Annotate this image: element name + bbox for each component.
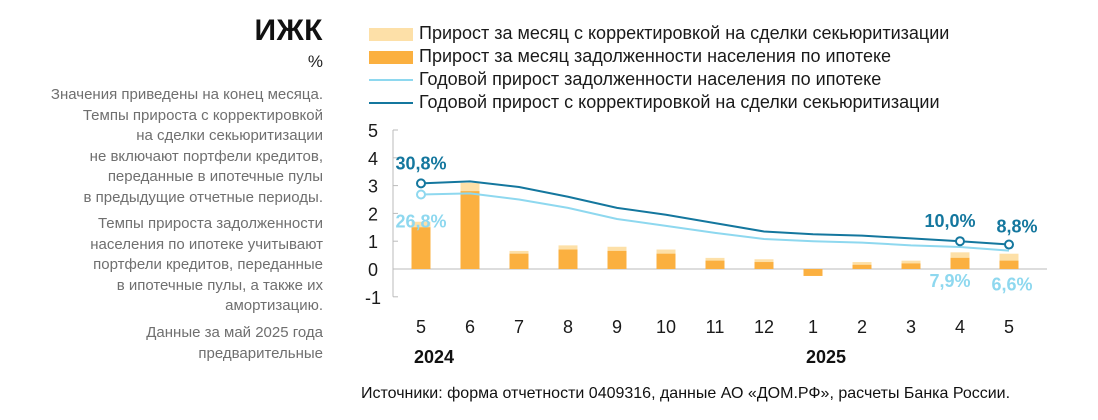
note-line: Темпы прироста задолженности — [97, 215, 323, 232]
bar-debt-monthly — [950, 257, 970, 269]
bar-debt-monthly — [509, 253, 529, 269]
bar-debt-monthly — [656, 253, 676, 269]
bar-debt-monthly — [803, 269, 823, 276]
legend-label: Годовой прирост с корректировкой на сдел… — [419, 92, 940, 112]
annotation-label: 7,9% — [929, 271, 970, 291]
note-line: портфели кредитов, переданные — [93, 256, 323, 273]
y-tick-label: 4 — [368, 149, 378, 169]
note-line: Темпы прироста с корректировкой — [82, 106, 323, 124]
bar-debt-monthly — [999, 260, 1019, 269]
bar-debt-monthly — [607, 250, 627, 269]
annotation-label: 10,0% — [924, 211, 975, 231]
source-note: Источники: форма отчетности 0409316, дан… — [361, 385, 1011, 402]
bar-debt-monthly — [754, 262, 774, 269]
chart-title: ИЖК — [254, 14, 323, 47]
bar-debt-monthly — [558, 249, 578, 269]
x-tick-label: 5 — [416, 317, 426, 337]
legend-label: Годовой прирост задолженности населения … — [419, 69, 882, 89]
note-line: на сделки секьюритизации — [136, 127, 323, 144]
y-tick-label: 1 — [368, 232, 378, 252]
y-tick-label: 3 — [368, 177, 378, 197]
note-block-1: Значения приведены на конец месяца. Темп… — [51, 85, 323, 208]
x-tick-label: 6 — [465, 317, 475, 337]
note-line: предварительные — [198, 344, 323, 362]
legend-swatch — [369, 51, 413, 64]
legend-label: Прирост за месяц задолженности населения… — [419, 46, 892, 66]
note-line: переданные в ипотечные пулы — [107, 168, 323, 185]
annotation-label: 6,6% — [991, 275, 1032, 295]
note-line: амортизацию. — [225, 297, 323, 314]
legend-swatch — [369, 28, 413, 41]
note-line: Значения приведены на конец месяца. — [50, 86, 323, 103]
note-line: в ипотечные пулы, а также их — [116, 276, 323, 294]
note-line: населения по ипотеке учитывают — [90, 235, 323, 253]
y-tick-label: 0 — [368, 260, 378, 280]
legend-swatch — [369, 79, 413, 81]
y-tick-label: 2 — [368, 204, 378, 224]
side-panel: ИЖК % Значения приведены на конец месяца… — [0, 0, 327, 420]
legend-swatch — [369, 102, 413, 104]
annotation-label: 30,8% — [395, 153, 446, 173]
marker-adjusted — [1004, 239, 1014, 250]
note-line: Данные за май 2025 года — [146, 324, 323, 341]
marker-annual — [416, 189, 426, 200]
x-tick-label: 11 — [706, 317, 725, 337]
x-tick-label: 5 — [1004, 317, 1014, 337]
x-tick-label: 3 — [906, 317, 916, 337]
year-label: 2024 — [414, 347, 454, 367]
bar-debt-monthly — [460, 191, 480, 269]
note-block-3: Данные за май 2025 года предварительные — [146, 323, 323, 364]
note-line: в предыдущие отчетные периоды. — [83, 188, 323, 206]
x-tick-label: 12 — [754, 317, 774, 337]
annotation-label: 8,8% — [996, 217, 1037, 237]
bar-debt-monthly — [705, 260, 725, 269]
line-annual-growth — [420, 192, 1010, 252]
x-tick-label: 7 — [514, 317, 524, 337]
legend-label: Прирост за месяц с корректировкой на сде… — [419, 23, 950, 43]
y-tick-label: 5 — [368, 121, 378, 141]
x-tick-label: 9 — [612, 317, 622, 337]
marker-adjusted — [416, 178, 426, 189]
x-tick-label: 4 — [955, 317, 965, 337]
line-annual-growth-adjusted — [420, 180, 1010, 246]
bar-debt-monthly — [852, 264, 872, 269]
note-block-2: Темпы прироста задолженности населения п… — [90, 214, 323, 317]
bar-debt-monthly — [411, 227, 431, 269]
unit-label: % — [307, 52, 323, 71]
marker-adjusted — [955, 236, 965, 247]
x-tick-label: 1 — [808, 317, 818, 337]
year-label: 2025 — [806, 347, 846, 367]
annotation-label: 26,8% — [395, 211, 446, 231]
bar-debt-monthly — [901, 263, 921, 269]
y-tick-label: -1 — [365, 288, 381, 308]
note-line: не включают портфели кредитов, — [89, 147, 323, 165]
x-tick-label: 2 — [857, 317, 867, 337]
chart-area: Прирост за месяц с корректировкой на сде… — [355, 0, 1098, 420]
x-tick-label: 8 — [563, 317, 573, 337]
x-tick-label: 10 — [656, 317, 676, 337]
